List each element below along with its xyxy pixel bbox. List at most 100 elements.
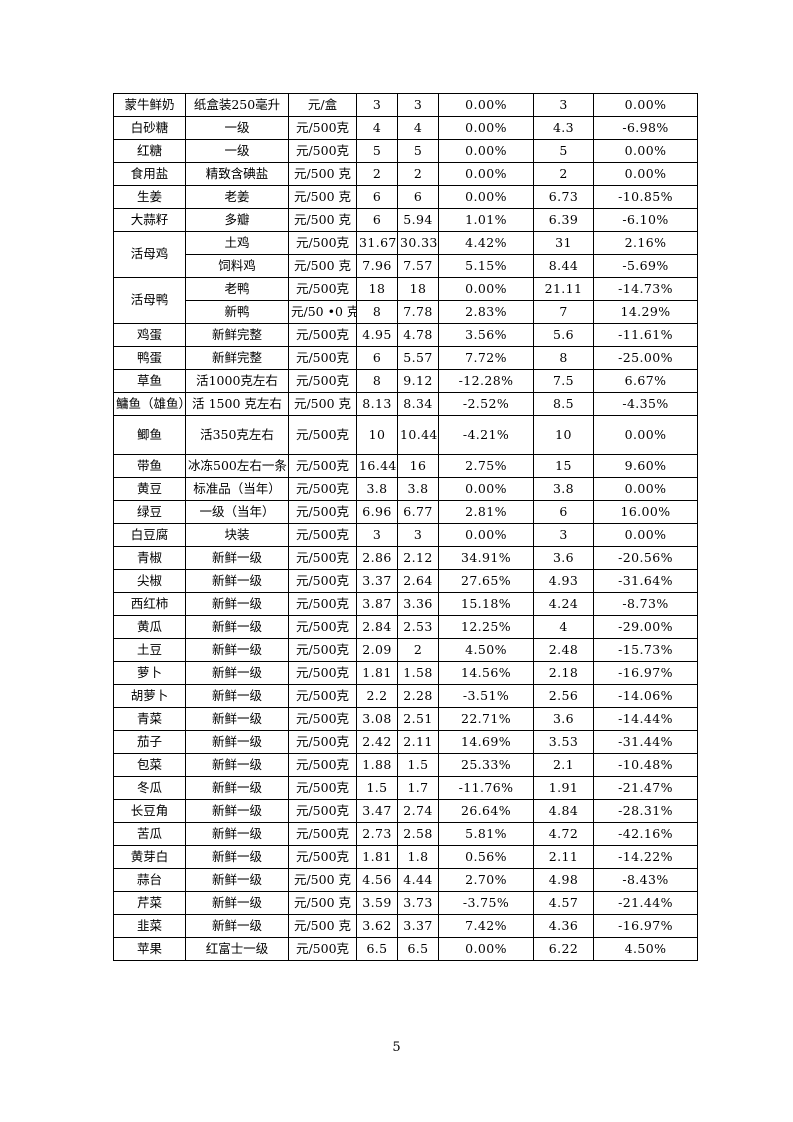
table-row: 西红柿 新鲜一级 元/500克 3.87 3.36 15.18% 4.24 -8.73% — [113, 592, 698, 616]
cell-change-period: 7.72% — [438, 346, 534, 370]
cell-commodity-name: 食用盐 — [113, 162, 186, 186]
cell-unit: 元/500克 — [288, 346, 357, 370]
cell-commodity-name: 蒜台 — [113, 868, 186, 892]
cell-price-current: 3.62 — [356, 914, 398, 938]
cell-spec: 新鲜一级 — [185, 822, 289, 846]
cell-change-year: 0.00% — [593, 523, 698, 547]
cell-price-last-year: 6.22 — [533, 937, 594, 961]
cell-commodity-name: 黄瓜 — [113, 615, 186, 639]
cell-price-previous: 30.33 — [397, 231, 439, 255]
cell-spec: 新鲜一级 — [185, 845, 289, 869]
cell-unit: 元/50 •0 克 — [288, 300, 357, 324]
cell-spec: 饲料鸡 — [185, 254, 289, 278]
cell-price-last-year: 6.39 — [533, 208, 594, 232]
cell-price-previous: 8.34 — [397, 392, 439, 416]
table-row: 鸡蛋 新鲜完整 元/500克 4.95 4.78 3.56% 5.6 -11.61% — [113, 323, 698, 347]
table-row: 鲫鱼 活350克左右 元/500克 10 10.44 -4.21% 10 0.00% — [113, 415, 698, 455]
cell-unit: 元/500克 — [288, 753, 357, 777]
table-row: 鸭蛋 新鲜完整 元/500克 6 5.57 7.72% 8 -25.00% — [113, 346, 698, 370]
cell-spec: 活1000克左右 — [185, 369, 289, 393]
cell-commodity-name: 活母鸭 — [113, 277, 186, 324]
cell-price-last-year: 10 — [533, 415, 594, 455]
cell-price-previous: 2 — [397, 162, 439, 186]
cell-unit: 元/500 克 — [288, 392, 357, 416]
cell-commodity-name: 黄豆 — [113, 477, 186, 501]
cell-change-year: -31.64% — [593, 569, 698, 593]
cell-change-year: -14.06% — [593, 684, 698, 708]
cell-commodity-name: 包菜 — [113, 753, 186, 777]
table-row: 萝卜 新鲜一级 元/500克 1.81 1.58 14.56% 2.18 -16.97% — [113, 661, 698, 685]
cell-commodity-name: 青菜 — [113, 707, 186, 731]
cell-price-previous: 3.8 — [397, 477, 439, 501]
cell-change-year: -10.48% — [593, 753, 698, 777]
table-row: 黄芽白 新鲜一级 元/500克 1.81 1.8 0.56% 2.11 -14.22% — [113, 845, 698, 869]
cell-price-last-year: 3.8 — [533, 477, 594, 501]
cell-unit: 元/500克 — [288, 776, 357, 800]
cell-unit: 元/500克 — [288, 707, 357, 731]
cell-spec: 新鲜一级 — [185, 868, 289, 892]
table-row: 茄子 新鲜一级 元/500克 2.42 2.11 14.69% 3.53 -31.44% — [113, 730, 698, 754]
cell-price-last-year: 4.93 — [533, 569, 594, 593]
cell-price-last-year: 7 — [533, 300, 594, 324]
cell-spec: 新鲜一级 — [185, 891, 289, 915]
cell-change-period: 4.42% — [438, 231, 534, 255]
cell-price-current: 4.95 — [356, 323, 398, 347]
cell-price-current: 3.87 — [356, 592, 398, 616]
cell-price-previous: 2.51 — [397, 707, 439, 731]
cell-price-previous: 5.57 — [397, 346, 439, 370]
cell-unit: 元/500克 — [288, 231, 357, 255]
cell-price-previous: 2.74 — [397, 799, 439, 823]
cell-unit: 元/500克 — [288, 569, 357, 593]
cell-commodity-name: 红糖 — [113, 139, 186, 163]
cell-change-year: -29.00% — [593, 615, 698, 639]
cell-commodity-name: 鸡蛋 — [113, 323, 186, 347]
cell-change-year: -8.43% — [593, 868, 698, 892]
cell-spec: 老鸭 — [185, 277, 289, 301]
cell-price-current: 4 — [356, 116, 398, 140]
cell-price-current: 4.56 — [356, 868, 398, 892]
cell-price-current: 1.81 — [356, 845, 398, 869]
cell-price-previous: 2.53 — [397, 615, 439, 639]
cell-unit: 元/500克 — [288, 822, 357, 846]
cell-price-last-year: 4.72 — [533, 822, 594, 846]
cell-change-period: 2.81% — [438, 500, 534, 524]
cell-price-current: 2 — [356, 162, 398, 186]
cell-spec: 新鸭 — [185, 300, 289, 324]
cell-price-current: 5 — [356, 139, 398, 163]
cell-commodity-name: 生姜 — [113, 185, 186, 209]
cell-unit: 元/500 克 — [288, 254, 357, 278]
cell-spec: 新鲜一级 — [185, 707, 289, 731]
table-row: 绿豆 一级（当年） 元/500克 6.96 6.77 2.81% 6 16.00% — [113, 500, 698, 524]
cell-price-last-year: 8.44 — [533, 254, 594, 278]
cell-price-current: 31.67 — [356, 231, 398, 255]
cell-commodity-name: 尖椒 — [113, 569, 186, 593]
cell-change-period: -12.28% — [438, 369, 534, 393]
cell-change-period: 12.25% — [438, 615, 534, 639]
cell-unit: 元/500 克 — [288, 914, 357, 938]
cell-commodity-name: 活母鸡 — [113, 231, 186, 278]
cell-price-previous: 6 — [397, 185, 439, 209]
cell-change-year: -16.97% — [593, 914, 698, 938]
cell-commodity-name: 茄子 — [113, 730, 186, 754]
cell-price-current: 2.84 — [356, 615, 398, 639]
cell-price-current: 1.88 — [356, 753, 398, 777]
cell-commodity-name: 黄芽白 — [113, 845, 186, 869]
cell-price-last-year: 7.5 — [533, 369, 594, 393]
cell-price-previous: 9.12 — [397, 369, 439, 393]
cell-change-year: 0.00% — [593, 139, 698, 163]
cell-price-last-year: 15 — [533, 454, 594, 478]
cell-commodity-name: 韭菜 — [113, 914, 186, 938]
cell-change-year: -42.16% — [593, 822, 698, 846]
cell-price-current: 8.13 — [356, 392, 398, 416]
cell-price-current: 10 — [356, 415, 398, 455]
table-row: 包菜 新鲜一级 元/500克 1.88 1.5 25.33% 2.1 -10.48% — [113, 753, 698, 777]
cell-change-year: 16.00% — [593, 500, 698, 524]
cell-change-year: 0.00% — [593, 415, 698, 455]
cell-price-current: 8 — [356, 369, 398, 393]
cell-price-current: 6 — [356, 208, 398, 232]
cell-unit: 元/500克 — [288, 369, 357, 393]
cell-change-year: -21.44% — [593, 891, 698, 915]
cell-price-current: 7.96 — [356, 254, 398, 278]
cell-unit: 元/500克 — [288, 546, 357, 570]
